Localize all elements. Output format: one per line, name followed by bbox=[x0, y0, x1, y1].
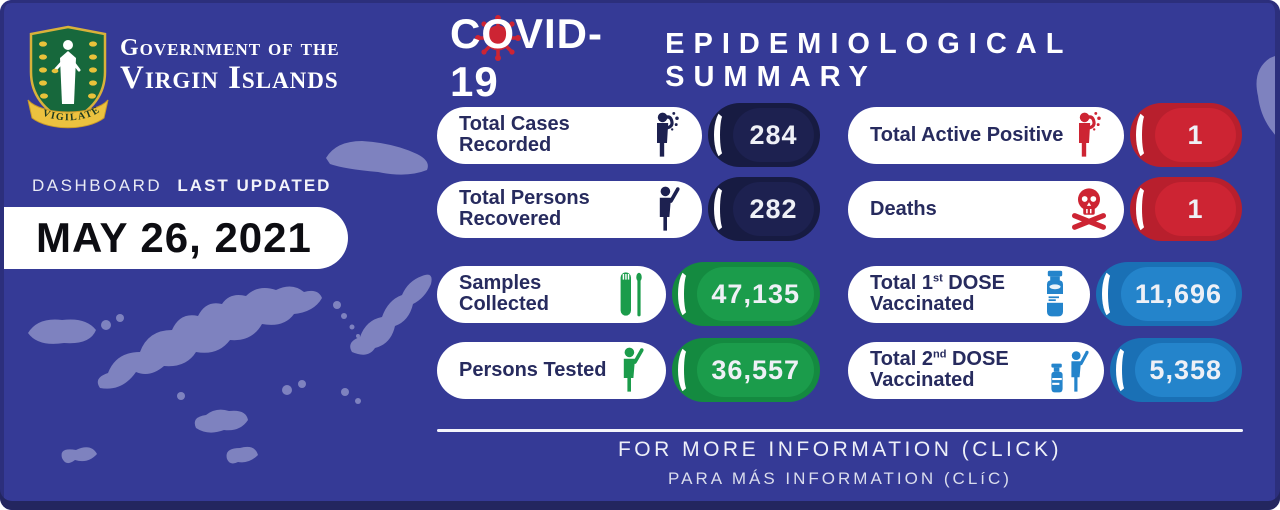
vial-person-icon bbox=[1046, 345, 1092, 395]
skull-crossbones-icon bbox=[1066, 184, 1112, 234]
stat-label: Total Persons Recovered bbox=[459, 187, 590, 230]
stat-value-capsule: 36,557 bbox=[672, 338, 820, 402]
test-tube-swab-icon bbox=[608, 269, 654, 319]
stat-value-capsule: 284 bbox=[708, 103, 820, 167]
recovered-person-icon bbox=[644, 184, 690, 234]
page-title: COVID-19 EPIDEMIOLOGICAL SUMMARY bbox=[450, 10, 1280, 105]
st-ursula-figure bbox=[51, 40, 81, 104]
stat-label: Total 1st DOSE Vaccinated bbox=[870, 272, 1005, 315]
paren-accent bbox=[714, 110, 733, 160]
coronavirus-icon bbox=[475, 15, 521, 61]
paren-accent bbox=[714, 184, 733, 234]
stat-value-capsule: 11,696 bbox=[1095, 262, 1242, 326]
stat-label: Samples Collected bbox=[459, 272, 550, 315]
stat-value: 1 bbox=[1187, 193, 1204, 224]
stat-row-deaths: Deaths bbox=[848, 177, 1242, 241]
stat-row-recovered: Total Persons Recovered 282 bbox=[437, 177, 820, 241]
stat-row-second-dose: Total 2nd DOSE Vaccinated bbox=[848, 338, 1242, 402]
stat-label: Total Cases Recorded bbox=[459, 113, 570, 156]
stat-value: 282 bbox=[749, 193, 798, 224]
stat-label: Total Active Positive bbox=[870, 123, 1064, 146]
stats-column-right: Total Active Positive 1 bbox=[848, 103, 1242, 402]
paren-accent bbox=[1116, 345, 1135, 395]
sick-person-icon bbox=[1066, 110, 1112, 160]
stat-row-active-positive: Total Active Positive 1 bbox=[848, 103, 1242, 167]
stat-row-persons-tested: Persons Tested 36,557 bbox=[437, 338, 820, 402]
last-updated-caption: DASHBOARD LAST UPDATED bbox=[32, 176, 331, 196]
paren-accent bbox=[678, 269, 697, 319]
paren-accent bbox=[1136, 110, 1155, 160]
dashboard-label: DASHBOARD bbox=[32, 176, 163, 195]
last-updated-label: LAST UPDATED bbox=[177, 176, 332, 195]
stat-value-capsule: 5,358 bbox=[1110, 338, 1242, 402]
gov-name-line2: Virgin Islands bbox=[120, 60, 339, 97]
last-updated-date: MAY 26, 2021 bbox=[0, 207, 348, 269]
stat-value-capsule: 47,135 bbox=[672, 262, 820, 326]
title-rest: EPIDEMIOLOGICAL SUMMARY bbox=[665, 28, 1072, 93]
stat-row-first-dose: Total 1st DOSE Vaccinated bbox=[848, 262, 1242, 326]
footer: FOR MORE INFORMATION (CLICK) PARA MÁS IN… bbox=[437, 438, 1243, 489]
stat-value: 284 bbox=[749, 119, 798, 150]
title-covid: COVID-19 bbox=[450, 10, 603, 105]
government-name: Government of the Virgin Islands bbox=[120, 36, 340, 96]
stat-value: 36,557 bbox=[711, 354, 800, 385]
stat-label: Total 2nd DOSE Vaccinated bbox=[870, 348, 1009, 391]
footer-divider bbox=[437, 429, 1243, 432]
more-info-link-spanish[interactable]: PARA MÁS INFORMATION (CLíC) bbox=[668, 469, 1012, 488]
stat-value-capsule: 282 bbox=[708, 177, 820, 241]
stat-value: 11,696 bbox=[1134, 278, 1222, 309]
stat-value: 47,135 bbox=[711, 278, 800, 309]
stat-label: Persons Tested bbox=[459, 358, 607, 381]
date-text: MAY 26, 2021 bbox=[36, 214, 312, 261]
stat-label: Deaths bbox=[870, 197, 937, 220]
vi-coat-of-arms: VIGILATE bbox=[27, 25, 109, 129]
stats-column-left: Total Cases Recorded 284 bbox=[437, 103, 820, 402]
stat-value-capsule: 1 bbox=[1130, 103, 1242, 167]
vaccine-vial-icon bbox=[1032, 269, 1078, 319]
stat-value: 5,358 bbox=[1149, 354, 1222, 385]
sick-person-icon bbox=[644, 110, 690, 160]
stat-row-total-cases: Total Cases Recorded 284 bbox=[437, 103, 820, 167]
paren-accent bbox=[678, 345, 697, 395]
stat-value: 1 bbox=[1187, 119, 1204, 150]
tested-person-icon bbox=[608, 345, 654, 395]
gov-name-line1: Government of the bbox=[120, 35, 340, 61]
paren-accent bbox=[1101, 269, 1121, 319]
paren-accent bbox=[1136, 184, 1155, 234]
more-info-link[interactable]: FOR MORE INFORMATION (CLICK) bbox=[617, 438, 1063, 461]
stat-value-capsule: 1 bbox=[1130, 177, 1242, 241]
stat-row-samples-collected: Samples Collected 47,135 bbox=[437, 262, 820, 326]
